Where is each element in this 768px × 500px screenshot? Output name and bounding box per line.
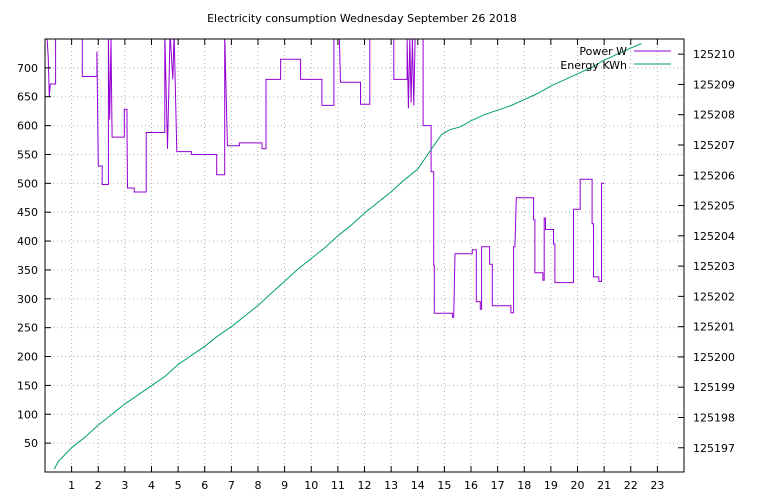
y-tick-label: 400 bbox=[17, 235, 38, 248]
y2-tick-label: 125203 bbox=[693, 260, 735, 273]
y-tick-label: 600 bbox=[17, 120, 38, 133]
y-tick-label: 500 bbox=[17, 177, 38, 190]
y2-tick-label: 125198 bbox=[693, 411, 735, 424]
y-tick-label: 350 bbox=[17, 264, 38, 277]
y-tick-label: 50 bbox=[24, 437, 38, 450]
chart-title: Electricity consumption Wednesday Septem… bbox=[207, 12, 517, 25]
y2-tick-label: 125197 bbox=[693, 442, 735, 455]
x-tick-label: 9 bbox=[281, 479, 288, 492]
x-tick-label: 5 bbox=[175, 479, 182, 492]
y2-tick-label: 125199 bbox=[693, 381, 735, 394]
legend-label-power: Power W bbox=[579, 45, 627, 58]
x-tick-label: 1 bbox=[68, 479, 75, 492]
x-tick-label: 13 bbox=[384, 479, 398, 492]
series-energy-kwhline bbox=[53, 43, 642, 470]
y-tick-label: 200 bbox=[17, 351, 38, 364]
y-tick-label: 700 bbox=[17, 62, 38, 75]
y-tick-label: 450 bbox=[17, 206, 38, 219]
y-tick-label: 550 bbox=[17, 148, 38, 161]
x-tick-label: 15 bbox=[437, 479, 451, 492]
y-tick-label: 250 bbox=[17, 322, 38, 335]
y2-tick-label: 125202 bbox=[693, 290, 735, 303]
y2-tick-label: 125208 bbox=[693, 109, 735, 122]
x-tick-label: 7 bbox=[228, 479, 235, 492]
y2-tick-label: 125204 bbox=[693, 230, 735, 243]
y2-tick-label: 125210 bbox=[693, 48, 735, 61]
x-tick-label: 19 bbox=[544, 479, 558, 492]
y2-tick-label: 125209 bbox=[693, 78, 735, 91]
x-tick-label: 6 bbox=[201, 479, 208, 492]
y2-tick-label: 125201 bbox=[693, 321, 735, 334]
x-tick-label: 20 bbox=[571, 479, 585, 492]
x-tick-label: 12 bbox=[358, 479, 372, 492]
legend: Power W Energy KWh bbox=[560, 45, 671, 72]
x-tick-label: 10 bbox=[304, 479, 318, 492]
x-tick-label: 23 bbox=[650, 479, 664, 492]
x-tick-label: 18 bbox=[517, 479, 531, 492]
grid bbox=[45, 39, 684, 472]
x-tick-label: 14 bbox=[411, 479, 425, 492]
y2-tick-label: 125207 bbox=[693, 139, 735, 152]
x-tick-label: 2 bbox=[95, 479, 102, 492]
y2-tick-label: 125205 bbox=[693, 200, 735, 213]
series-layer bbox=[46, 39, 642, 470]
y2-tick-label: 125200 bbox=[693, 351, 735, 364]
x-tick-label: 3 bbox=[121, 479, 128, 492]
x-tick-label: 21 bbox=[597, 479, 611, 492]
y2-tick-label: 125206 bbox=[693, 169, 735, 182]
y-tick-label: 300 bbox=[17, 293, 38, 306]
x-tick-label: 22 bbox=[624, 479, 638, 492]
y-tick-label: 650 bbox=[17, 91, 38, 104]
y-tick-label: 150 bbox=[17, 379, 38, 392]
x-tick-label: 4 bbox=[148, 479, 155, 492]
x-tick-label: 16 bbox=[464, 479, 478, 492]
y-tick-label: 100 bbox=[17, 408, 38, 421]
legend-label-energy: Energy KWh bbox=[560, 59, 627, 72]
x-tick-label: 17 bbox=[491, 479, 505, 492]
x-tick-label: 11 bbox=[331, 479, 345, 492]
series-power-wline bbox=[46, 39, 605, 318]
ticks: 1 2 3 4 5 6 7 8 9 10 11 12 13 14 15 16 17 18 19 20 21 22 23501… bbox=[17, 39, 735, 492]
x-tick-label: 8 bbox=[255, 479, 262, 492]
